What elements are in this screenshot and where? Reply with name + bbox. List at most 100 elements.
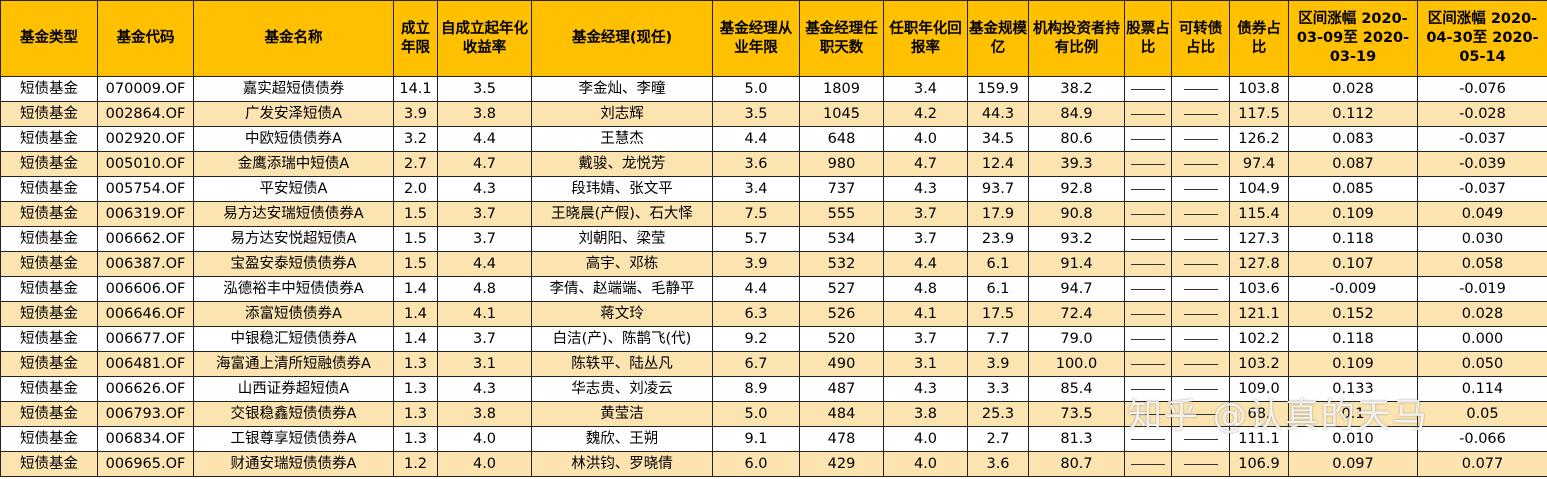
table-cell: 0.133: [1288, 376, 1418, 402]
column-header: 基金代码: [97, 0, 194, 77]
table-cell: 006793.OF: [97, 401, 194, 427]
table-cell: 127.3: [1229, 226, 1289, 252]
table-cell: 2.7: [967, 426, 1029, 452]
table-cell: 3.7: [437, 226, 532, 252]
table-cell: 短债基金: [0, 451, 98, 477]
table-cell: 0.028: [1288, 76, 1418, 102]
table-row: 短债基金 005754.OF 平安短债A 2.0 4.3 段玮婧、张文平 3.4 737 4.3…: [0, 176, 1547, 202]
table-cell: 0.107: [1288, 251, 1418, 277]
table-cell: 4.4: [712, 126, 800, 152]
table-cell: 8.9: [712, 376, 800, 402]
table-cell: 102.2: [1229, 326, 1289, 352]
table-cell: [1124, 126, 1172, 152]
table-cell: 25.3: [967, 401, 1029, 427]
table-row: 短债基金 006646.OF 添富短债债券A 1.4 4.1 蒋文玲 6.3 526 4.1 17…: [0, 301, 1547, 327]
table-cell: 0.109: [1288, 351, 1418, 377]
table-cell: [1124, 376, 1172, 402]
table-cell: 0.049: [1417, 201, 1547, 227]
table-cell: 3.6: [967, 451, 1029, 477]
table-cell: 3.8: [883, 401, 968, 427]
table-cell: 0.097: [1288, 451, 1418, 477]
table-cell: -0.076: [1417, 76, 1547, 102]
table-cell: 李倩、赵端端、毛静平: [531, 276, 713, 302]
empty-dash: [1131, 113, 1165, 115]
table-cell: 广发安泽短债A: [193, 101, 394, 127]
table-cell: 111.1: [1229, 426, 1289, 452]
table-cell: 段玮婧、张文平: [531, 176, 713, 202]
table-cell: 3.1: [883, 351, 968, 377]
empty-dash: [1183, 388, 1218, 390]
column-header: 基金类型: [0, 0, 98, 77]
table-cell: 9.1: [712, 426, 800, 452]
table-cell: [1171, 251, 1230, 277]
column-header: 债券占比: [1229, 0, 1289, 77]
table-cell: 0.010: [1288, 426, 1418, 452]
table-cell: 高宇、邓栋: [531, 251, 713, 277]
empty-dash: [1131, 288, 1165, 290]
table-cell: -0.028: [1417, 101, 1547, 127]
empty-dash: [1183, 188, 1218, 190]
table-cell: 短债基金: [0, 326, 98, 352]
table-row: 短债基金 006677.OF 中银稳汇短债债券A 1.4 3.7 白洁(产)、陈鹊飞(代)…: [0, 326, 1547, 352]
empty-dash: [1183, 163, 1218, 165]
column-header: 机构投资者持有比例: [1028, 0, 1125, 77]
empty-dash: [1131, 163, 1165, 165]
table-cell: 短债基金: [0, 226, 98, 252]
table-cell: 短债基金: [0, 301, 98, 327]
table-cell: 126.2: [1229, 126, 1289, 152]
table-cell: 中欧短债债券A: [193, 126, 394, 152]
table-cell: [1124, 326, 1172, 352]
table-cell: 17.9: [967, 201, 1029, 227]
header-row: 基金类型 基金代码 基金名称 成立年限 自成立起年化收益率 基金经理(现任) 基金经理从业年…: [0, 0, 1547, 77]
empty-dash: [1131, 138, 1165, 140]
empty-dash: [1131, 263, 1165, 265]
table-cell: 12.4: [967, 151, 1029, 177]
table-cell: 1.3: [393, 401, 438, 427]
table-cell: 3.7: [883, 326, 968, 352]
table-cell: 宝盈安泰短债债券A: [193, 251, 394, 277]
table-cell: 80.6: [1028, 126, 1125, 152]
table-cell: [1124, 101, 1172, 127]
table-cell: -0.009: [1288, 276, 1418, 302]
table-cell: [1171, 126, 1230, 152]
table-cell: 68.: [1229, 401, 1289, 427]
table-cell: 山西证券超短债A: [193, 376, 394, 402]
table-cell: 4.3: [883, 176, 968, 202]
table-cell: 532: [799, 251, 884, 277]
table-cell: 006387.OF: [97, 251, 194, 277]
table-cell: [1171, 226, 1230, 252]
table-cell: 短债基金: [0, 426, 98, 452]
table-cell: 3.6: [712, 151, 800, 177]
table-cell: 易方达安瑞短债债券A: [193, 201, 394, 227]
table-cell: 93.2: [1028, 226, 1125, 252]
empty-dash: [1131, 388, 1165, 390]
table-cell: 5.0: [712, 401, 800, 427]
table-cell: [1124, 226, 1172, 252]
table-cell: 6.3: [712, 301, 800, 327]
table-cell: 527: [799, 276, 884, 302]
table-cell: [1171, 301, 1230, 327]
table-cell: 3.9: [393, 101, 438, 127]
empty-dash: [1183, 363, 1218, 365]
table-cell: [1171, 151, 1230, 177]
table-cell: 7.5: [712, 201, 800, 227]
table-cell: 005010.OF: [97, 151, 194, 177]
table-cell: 短债基金: [0, 351, 98, 377]
table-cell: 短债基金: [0, 76, 98, 102]
table-cell: 484: [799, 401, 884, 427]
table-cell: 0.152: [1288, 301, 1418, 327]
table-cell: 487: [799, 376, 884, 402]
table-cell: 1.5: [393, 226, 438, 252]
table-cell: 159.9: [967, 76, 1029, 102]
table-cell: 0.085: [1288, 176, 1418, 202]
table-cell: 103.2: [1229, 351, 1289, 377]
table-cell: 1.5: [393, 201, 438, 227]
table-cell: 555: [799, 201, 884, 227]
table-cell: 006677.OF: [97, 326, 194, 352]
table-cell: [1171, 101, 1230, 127]
table-cell: 002920.OF: [97, 126, 194, 152]
table-cell: 0.058: [1417, 251, 1547, 277]
table-cell: 3.5: [712, 101, 800, 127]
table-cell: 0.000: [1417, 326, 1547, 352]
column-header: 区间涨幅 2020-04-30至 2020-05-14: [1417, 0, 1547, 77]
